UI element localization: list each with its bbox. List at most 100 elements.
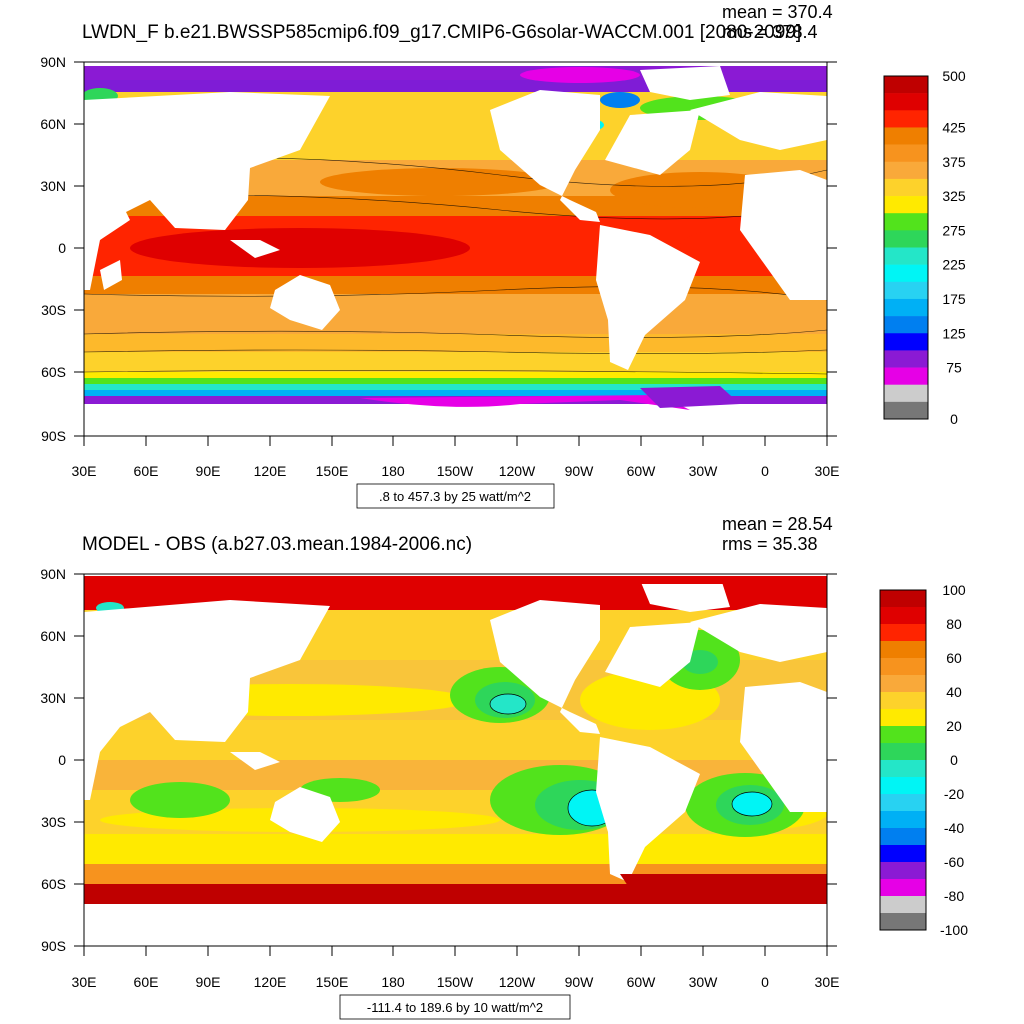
colorbar-label: 500 bbox=[942, 68, 966, 84]
lon-label: 150E bbox=[316, 974, 349, 990]
lon-label: 30W bbox=[689, 463, 719, 479]
colorbar-label: -80 bbox=[944, 888, 964, 904]
lat-label: 90N bbox=[40, 54, 66, 70]
lat-label: 0 bbox=[58, 752, 66, 768]
lon-label: 180 bbox=[381, 974, 405, 990]
colorbar-label: 225 bbox=[942, 257, 966, 273]
colorbar-label: -40 bbox=[944, 820, 964, 836]
lat-label: 60N bbox=[40, 116, 66, 132]
lon-label: 150E bbox=[316, 463, 349, 479]
lon-label: 60E bbox=[134, 974, 159, 990]
lon-label: 120E bbox=[254, 463, 287, 479]
colorbar-label: 80 bbox=[946, 616, 962, 632]
colorbar-swatch bbox=[884, 367, 928, 385]
panel-top: LWDN_F b.e21.BWSSP585cmip6.f09_g17.CMIP6… bbox=[40, 2, 966, 509]
lon-label: 90E bbox=[196, 463, 221, 479]
lat-label: 90N bbox=[40, 566, 66, 582]
colorbar-swatch bbox=[884, 127, 928, 145]
panel-bottom-mean: mean = 28.54 bbox=[722, 514, 833, 534]
colorbar-swatch bbox=[880, 743, 926, 761]
panel-bottom: MODEL - OBS (a.b27.03.mean.1984-2006.nc)… bbox=[40, 514, 968, 1020]
panel-top-title: LWDN_F b.e21.BWSSP585cmip6.f09_g17.CMIP6… bbox=[82, 22, 801, 43]
lon-label: 90W bbox=[565, 463, 595, 479]
colorbar-swatch bbox=[884, 350, 928, 368]
lon-label: 150W bbox=[437, 463, 474, 479]
colorbar-swatch bbox=[880, 641, 926, 659]
panel-bottom-lat-labels: 90N 60N 30N 0 30S 60S 90S bbox=[40, 566, 66, 954]
panel-top-mean: mean = 370.4 bbox=[722, 2, 833, 22]
colorbar-label: -60 bbox=[944, 854, 964, 870]
colorbar-swatch bbox=[884, 213, 928, 231]
panel-bottom-title: MODEL - OBS (a.b27.03.mean.1984-2006.nc) bbox=[82, 534, 472, 555]
colorbar-swatch bbox=[880, 624, 926, 642]
colorbar-swatch bbox=[884, 76, 928, 94]
lon-label: 30E bbox=[72, 974, 97, 990]
lon-label: 60W bbox=[627, 974, 657, 990]
colorbar-swatch bbox=[884, 401, 928, 420]
colorbar-swatch bbox=[880, 607, 926, 625]
lon-label: 0 bbox=[761, 974, 769, 990]
colorbar-swatch bbox=[880, 760, 926, 778]
lon-label: 30E bbox=[815, 463, 840, 479]
colorbar-swatch bbox=[880, 896, 926, 914]
lon-label: 60E bbox=[134, 463, 159, 479]
lon-label: 90E bbox=[196, 974, 221, 990]
lat-label: 90S bbox=[41, 938, 66, 954]
lon-label: 0 bbox=[761, 463, 769, 479]
panel-top-ticks bbox=[74, 61, 837, 446]
colorbar-swatch bbox=[884, 298, 928, 317]
colorbar-swatch bbox=[884, 281, 928, 300]
panel-bottom-ticks bbox=[74, 573, 837, 956]
panel-top-rms: rms = 378.4 bbox=[722, 22, 818, 42]
lon-label: 90W bbox=[565, 974, 595, 990]
panel-bottom-colorbar: 100 80 60 40 20 0 -20 -40 -60 -80 -100 bbox=[879, 582, 968, 938]
panel-bottom-land bbox=[84, 576, 827, 946]
lat-label: 30S bbox=[41, 302, 66, 318]
colorbar-swatch bbox=[880, 862, 926, 880]
colorbar-label: 0 bbox=[950, 411, 958, 427]
panel-top-info-box bbox=[356, 483, 555, 509]
colorbar-label: 0 bbox=[950, 752, 958, 768]
lon-label: 30E bbox=[72, 463, 97, 479]
colorbar-swatch bbox=[880, 692, 926, 710]
panel-top-colorbar: 500 425 375 325 275 225 175 125 75 0 bbox=[883, 68, 966, 427]
panel-top-land bbox=[84, 66, 827, 370]
colorbar-label: 425 bbox=[942, 119, 966, 135]
colorbar-swatch bbox=[880, 845, 926, 863]
lat-label: 90S bbox=[41, 428, 66, 444]
lat-label: 60N bbox=[40, 628, 66, 644]
panel-top-info-text: .8 to 457.3 by 25 watt/m^2 bbox=[379, 489, 531, 504]
colorbar-swatch bbox=[884, 333, 928, 351]
lon-label: 120W bbox=[499, 463, 536, 479]
lat-label: 30S bbox=[41, 814, 66, 830]
colorbar-label: 75 bbox=[946, 360, 962, 376]
colorbar-label: 40 bbox=[946, 684, 962, 700]
lon-label: 180 bbox=[381, 463, 405, 479]
panel-top-map bbox=[84, 62, 827, 436]
colorbar-swatch bbox=[884, 110, 928, 128]
panel-bottom-info-text: -111.4 to 189.6 by 10 watt/m^2 bbox=[367, 1000, 543, 1015]
colorbar-frame bbox=[879, 589, 927, 931]
colorbar-label: 20 bbox=[946, 718, 962, 734]
colorbar-label: 375 bbox=[942, 154, 966, 170]
colorbar-swatch bbox=[880, 726, 926, 744]
panel-bottom-map bbox=[84, 574, 827, 946]
lon-label: 30E bbox=[815, 974, 840, 990]
colorbar-swatch bbox=[880, 811, 926, 829]
lat-label: 60S bbox=[41, 876, 66, 892]
colorbar-label: 325 bbox=[942, 188, 966, 204]
lon-label: 120E bbox=[254, 974, 287, 990]
colorbar-swatch bbox=[880, 590, 926, 608]
colorbar-swatch bbox=[884, 178, 928, 197]
panel-top-lat-labels: 90N 60N 30N 0 30S 60S 90S bbox=[40, 54, 66, 444]
lat-label: 30N bbox=[40, 690, 66, 706]
colorbar-swatch bbox=[880, 675, 926, 693]
panel-top-lon-labels: 30E 60E 90E 120E 150E 180 150W 120W 90W … bbox=[72, 463, 840, 479]
colorbar-swatch bbox=[880, 913, 926, 931]
colorbar-swatch bbox=[880, 658, 926, 676]
colorbar-swatch bbox=[884, 93, 928, 111]
colorbar-swatch bbox=[884, 264, 928, 283]
colorbar-swatch bbox=[884, 316, 928, 334]
colorbar-swatch bbox=[884, 230, 928, 248]
lon-label: 120W bbox=[499, 974, 536, 990]
